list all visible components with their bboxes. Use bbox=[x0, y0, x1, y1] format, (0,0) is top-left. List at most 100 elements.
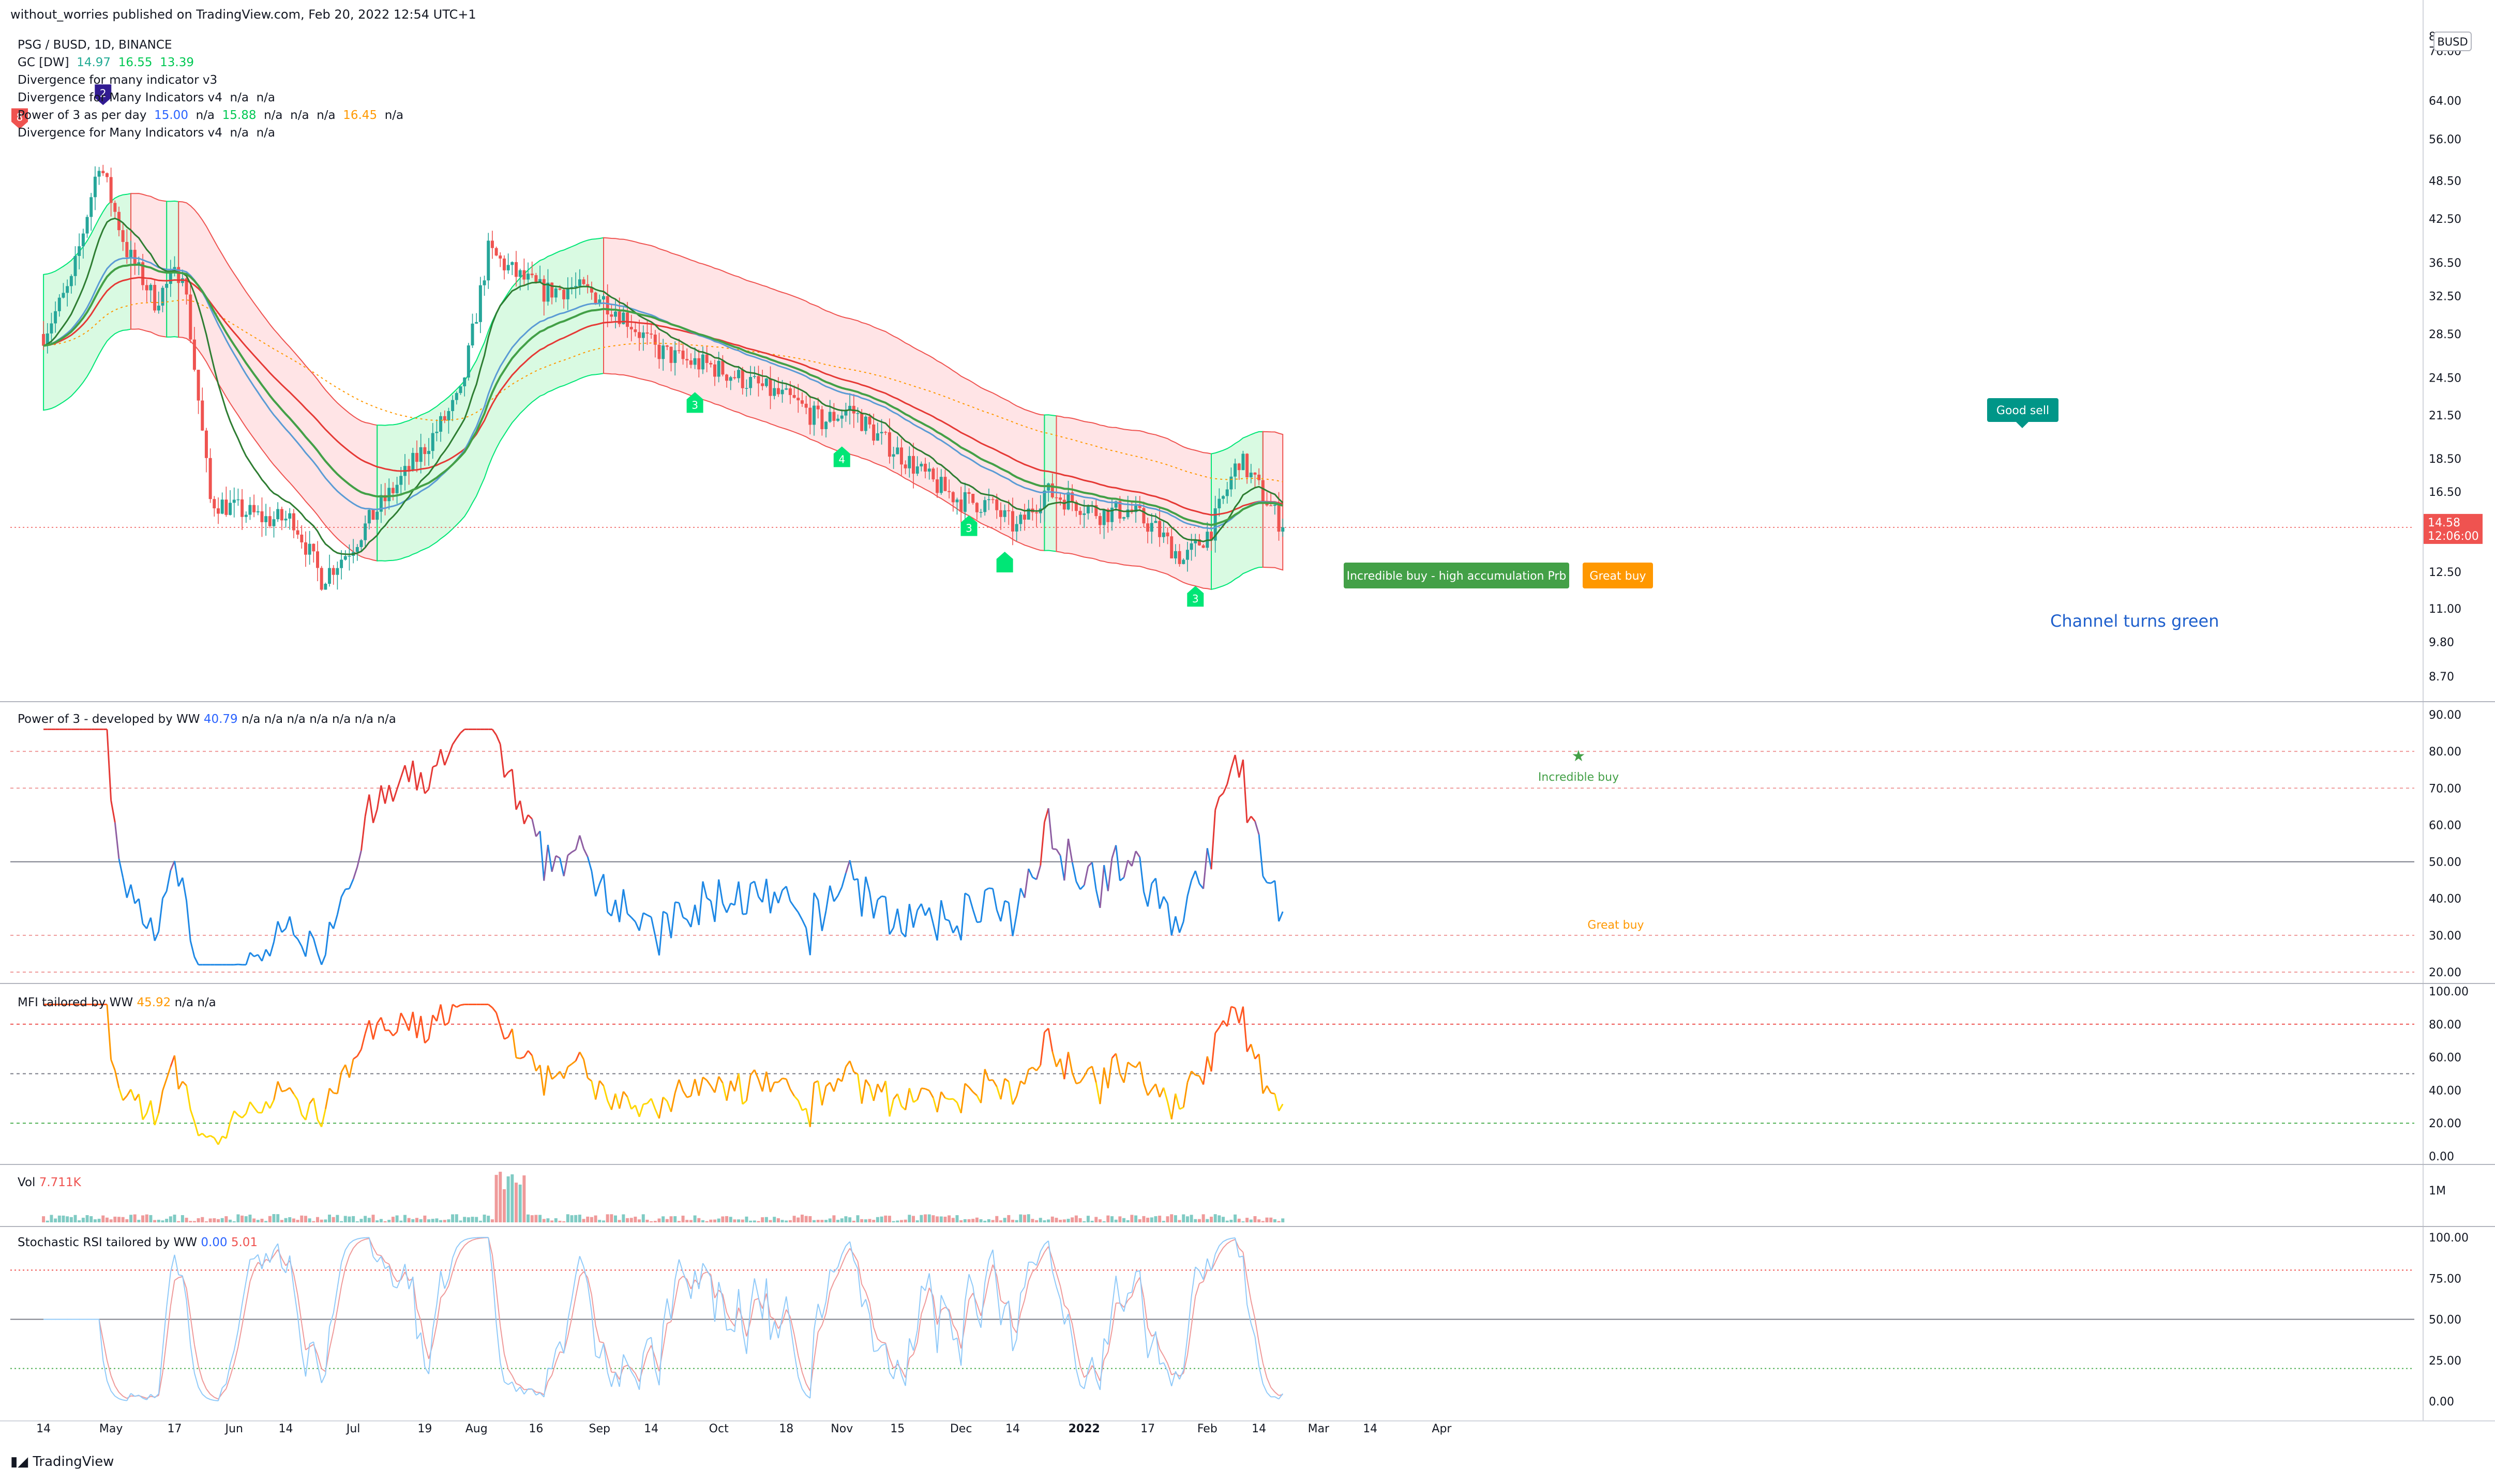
mfi-line bbox=[1279, 1104, 1283, 1111]
mfi-line bbox=[385, 1030, 389, 1031]
candle-body bbox=[312, 544, 315, 552]
mfi-line bbox=[798, 1100, 802, 1110]
stoch-k-line bbox=[945, 1305, 949, 1312]
symbol-line[interactable]: PSG / BUSD, 1D, BINANCE bbox=[18, 38, 172, 52]
volume-bar bbox=[1190, 1215, 1193, 1222]
candle-body bbox=[904, 464, 907, 468]
stoch-k-line bbox=[111, 1391, 115, 1396]
volume-bar bbox=[606, 1214, 609, 1222]
tradingview-logo[interactable]: ▮◢ TradingView bbox=[10, 1454, 114, 1470]
time-tick-label: 14 bbox=[279, 1422, 293, 1435]
legend-row[interactable]: Divergence for Many Indicators v4 n/a n/… bbox=[18, 91, 283, 104]
stoch-k-line bbox=[488, 1237, 492, 1273]
mfi-line bbox=[568, 1064, 572, 1067]
stoch-k-line bbox=[1032, 1262, 1036, 1265]
power3-line bbox=[858, 879, 862, 917]
stoch-k-line bbox=[99, 1320, 103, 1360]
stoch-d-line bbox=[175, 1278, 179, 1280]
volume-bar bbox=[1146, 1218, 1149, 1222]
candle-body bbox=[737, 370, 740, 378]
stoch-d-line bbox=[508, 1369, 513, 1375]
mfi-line bbox=[1148, 1089, 1152, 1096]
legend-row[interactable]: Divergence for many indicator v3 bbox=[18, 73, 225, 87]
volume-bar bbox=[769, 1220, 772, 1222]
stoch-d-line bbox=[953, 1325, 957, 1331]
stoch-k-line bbox=[596, 1356, 600, 1358]
power3-line bbox=[679, 903, 683, 917]
mfi-line bbox=[1128, 1062, 1132, 1065]
candle-body bbox=[943, 477, 946, 491]
volume-bar bbox=[1142, 1216, 1145, 1222]
power3-line bbox=[270, 942, 274, 956]
stoch-k-line bbox=[425, 1367, 429, 1374]
mfi-line bbox=[528, 1051, 532, 1055]
volume-bar bbox=[840, 1218, 844, 1222]
legend-value: n/a bbox=[257, 91, 283, 104]
stoch-k-line bbox=[965, 1274, 969, 1301]
candle-body bbox=[980, 512, 983, 513]
volume-bar bbox=[582, 1219, 585, 1222]
candle-body bbox=[125, 242, 128, 258]
candle-body bbox=[793, 395, 796, 398]
stoch-d-line bbox=[1128, 1296, 1132, 1300]
mfi-line bbox=[925, 1089, 929, 1091]
candle-body bbox=[1087, 507, 1090, 513]
stoch-d-line bbox=[675, 1280, 679, 1300]
volume-bar bbox=[479, 1221, 482, 1222]
mfi-line bbox=[790, 1089, 794, 1096]
candle-body bbox=[650, 334, 653, 335]
volume-bar bbox=[145, 1215, 148, 1222]
candle-body bbox=[1063, 500, 1066, 510]
volume-bar bbox=[920, 1215, 923, 1222]
candle-body bbox=[475, 322, 478, 324]
mfi-line bbox=[266, 1101, 270, 1108]
volume-bar bbox=[638, 1219, 641, 1222]
volume-bar bbox=[229, 1220, 232, 1222]
candle-body bbox=[1099, 516, 1102, 525]
mfi-line bbox=[234, 1111, 238, 1115]
legend-row[interactable]: GC [DW] 14.97 16.55 13.39 bbox=[18, 56, 202, 69]
power3-line bbox=[365, 795, 369, 816]
mfi-line bbox=[413, 1012, 417, 1038]
legend-name: Divergence for many indicator v3 bbox=[18, 73, 225, 87]
mfi-line bbox=[544, 1066, 548, 1096]
volume-bar bbox=[765, 1217, 768, 1222]
stoch-k-line bbox=[310, 1342, 314, 1344]
legend-row[interactable]: Power of 3 as per day 15.00 n/a 15.88 n/… bbox=[18, 109, 411, 122]
stoch-d-line bbox=[250, 1270, 254, 1281]
volume-bar bbox=[860, 1219, 863, 1222]
legend-row[interactable]: Divergence for Many Indicators v4 n/a n/… bbox=[18, 126, 283, 140]
power3-line bbox=[1243, 760, 1247, 823]
mfi-line bbox=[175, 1055, 179, 1089]
incredible-buy-label: Incredible buy - high accumulation Prb bbox=[1344, 563, 1569, 588]
candle-body bbox=[62, 293, 65, 297]
mfi-line bbox=[1188, 1071, 1192, 1083]
power3-line bbox=[635, 922, 639, 931]
mfi-line bbox=[1180, 1108, 1184, 1109]
stoch-k-line bbox=[127, 1394, 131, 1401]
candle-body bbox=[773, 388, 776, 396]
volume-bar bbox=[185, 1218, 188, 1222]
power3-line bbox=[1084, 866, 1088, 885]
candle-body bbox=[1261, 480, 1265, 502]
stoch-k-line bbox=[334, 1288, 338, 1313]
power3-line bbox=[167, 870, 171, 891]
axis-tick-label: 0.00 bbox=[2429, 1150, 2454, 1163]
stoch-k-line bbox=[1128, 1292, 1132, 1293]
mfi-line bbox=[1056, 1058, 1060, 1067]
volume-bar bbox=[980, 1219, 983, 1222]
mfi-line bbox=[1164, 1088, 1168, 1102]
power3-line bbox=[532, 819, 536, 837]
candle-body bbox=[1035, 512, 1038, 513]
mfi-line bbox=[214, 1138, 218, 1145]
stoch-d-line bbox=[353, 1244, 357, 1248]
power3-line bbox=[918, 904, 922, 911]
mfi-line bbox=[1195, 1075, 1199, 1076]
stoch-d-line bbox=[457, 1251, 461, 1260]
stoch-d-line bbox=[755, 1298, 759, 1300]
candle-body bbox=[58, 298, 61, 311]
stoch-d-line bbox=[1160, 1349, 1164, 1356]
volume-bar bbox=[1222, 1217, 1225, 1222]
